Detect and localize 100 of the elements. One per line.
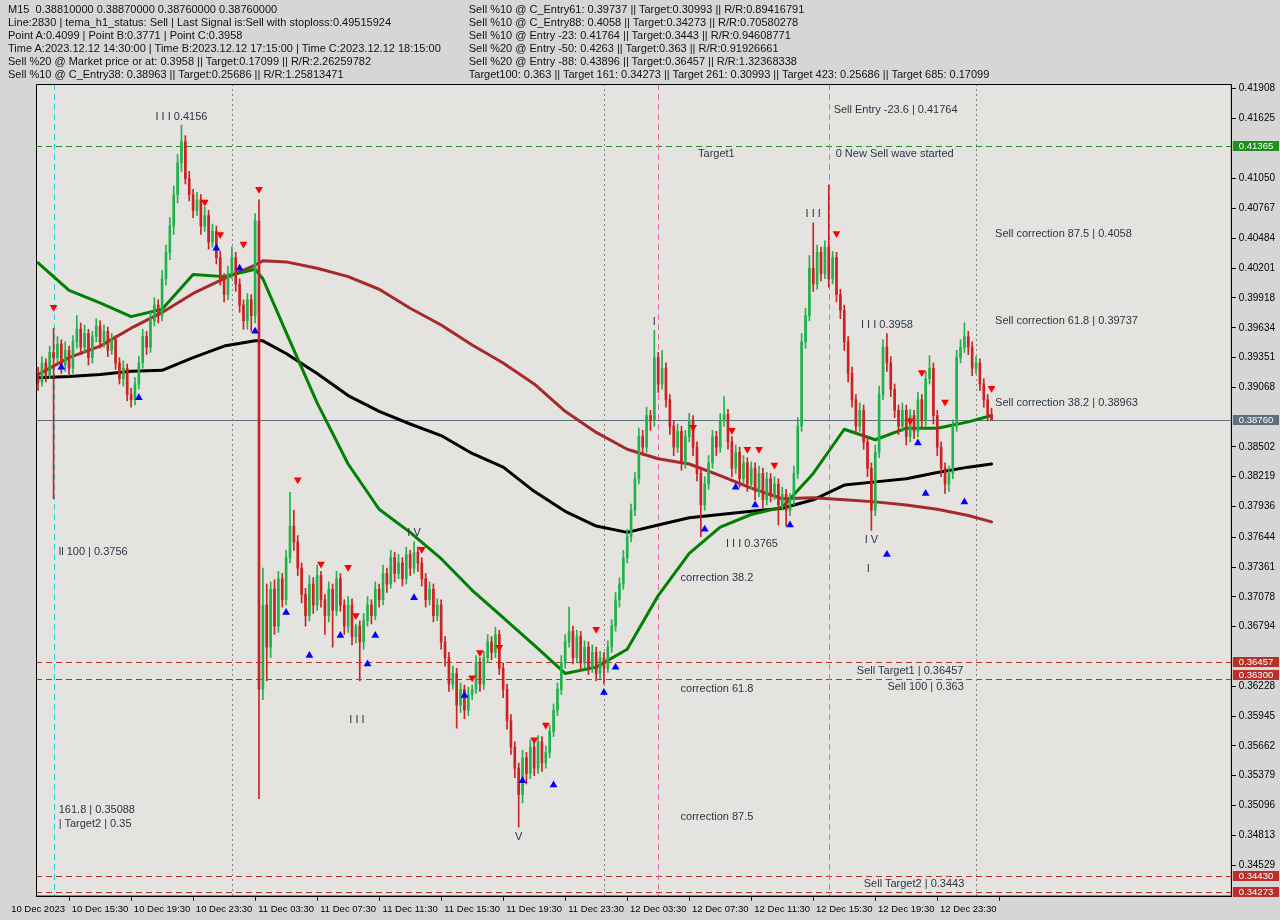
y-tick-label: 0.35096	[1238, 799, 1276, 811]
x-tick-label: 11 Dec 11:30	[382, 902, 438, 914]
y-tick-label: 0.39918	[1238, 291, 1276, 303]
candlestick	[680, 425, 683, 471]
annotation: I I I	[349, 713, 365, 726]
point	[216, 232, 225, 240]
candlestick	[145, 331, 148, 355]
y-tick-label: 0.40484	[1238, 232, 1276, 244]
point	[611, 662, 620, 670]
y-tick-label: 0.37361	[1238, 560, 1276, 572]
x-tick-label: 10 Dec 23:30	[195, 902, 253, 914]
point	[755, 447, 763, 454]
point	[200, 199, 209, 207]
y-tick-label: 0.37078	[1238, 590, 1276, 602]
x-tick-label: 11 Dec 23:30	[568, 902, 625, 914]
candlestick	[269, 581, 272, 658]
x-tick-label: 11 Dec 19:30	[506, 902, 563, 914]
candlestick	[738, 446, 741, 488]
point	[770, 462, 779, 470]
y-tick-label: 0.37936	[1238, 500, 1276, 512]
candlestick	[149, 312, 152, 353]
candlestick	[924, 371, 927, 427]
point	[410, 593, 418, 600]
candlestick	[207, 209, 210, 250]
y-tick-label: 0.39351	[1238, 351, 1276, 363]
annotation: I I I	[805, 207, 821, 220]
x-tick-label: 12 Dec 03:30	[629, 902, 687, 914]
ref-line-label: 0.36457	[1238, 656, 1274, 668]
annotation: I V	[407, 526, 422, 539]
candlestick	[242, 299, 245, 330]
y-tick-label: 0.34529	[1238, 858, 1276, 870]
text: Sell %20 @ Market price or at: 0.3958 || Target:0.17099 || R/R:2.26259782	[8, 55, 372, 68]
candlestick	[711, 429, 714, 469]
annotation: Sell 100 | 0.363	[887, 680, 964, 693]
point	[917, 370, 926, 377]
x-tick-label: 12 Dec 23:30	[940, 902, 997, 914]
point	[921, 488, 930, 496]
point	[495, 644, 504, 652]
text: Sell %20 @ Entry -88: 0.43896 || Target:0.36457 || R/R:1.32368338	[468, 55, 798, 68]
y-tick-label: 0.41625	[1238, 111, 1276, 123]
annotation: correction 87.5	[680, 810, 754, 822]
candlestick	[277, 571, 280, 633]
point	[363, 659, 372, 667]
ref-line-label: 0.41365	[1238, 140, 1274, 152]
candlestick	[901, 402, 904, 432]
candlestick	[308, 575, 311, 622]
point	[960, 497, 969, 505]
point	[239, 241, 248, 249]
x-tick-label: 10 Dec 15:30	[71, 902, 129, 914]
text: M15 0.38810000 0.38870000 0.38760000 0.38760000	[8, 3, 279, 16]
point	[549, 780, 558, 788]
y-tick-label: 0.35662	[1238, 739, 1276, 751]
point	[255, 187, 263, 194]
point	[460, 691, 469, 698]
point	[305, 651, 314, 658]
text: Line:2830 | tema_h1_status: Sell | Last Signal is:Sell with stoploss:0.49515924	[8, 16, 392, 29]
point	[282, 607, 291, 615]
candlestick	[331, 583, 334, 648]
text: Sell %20 @ Entry -50: 0.4263 || Target:0.363 || R/R:0.91926661	[468, 42, 780, 55]
annotation: Sell correction 61.8 | 0.39737	[995, 314, 1138, 327]
candlestick	[591, 644, 594, 673]
point	[344, 564, 353, 572]
annotation: I I I 0.3765	[726, 536, 778, 549]
y-tick-label: 0.35945	[1238, 709, 1276, 721]
point	[592, 626, 601, 634]
y-tick-label: 0.36228	[1238, 680, 1276, 692]
candlestick	[769, 473, 772, 503]
annotation: correction 61.8	[680, 681, 754, 694]
annotation: I	[866, 562, 870, 575]
y-tick-label: 0.36794	[1238, 620, 1276, 632]
x-tick-label: 12 Dec 19:30	[878, 902, 935, 914]
candlestick	[114, 335, 117, 370]
candlestick	[528, 739, 532, 780]
candlestick	[246, 293, 249, 330]
point	[883, 550, 891, 557]
point	[914, 438, 922, 446]
point	[518, 776, 527, 784]
point	[731, 482, 740, 490]
candlestick	[180, 124, 183, 172]
y-tick-label: 0.35379	[1238, 769, 1276, 781]
candlestick	[397, 554, 400, 580]
candlestick	[370, 599, 373, 625]
candlestick	[401, 557, 404, 587]
point	[371, 631, 380, 638]
point	[751, 500, 760, 508]
text: Target100: 0.363 || Target 161: 0.34273 || Target 261: 0.30993 || Target 423: 0.25686 || Target 685: 0.17099	[468, 68, 990, 81]
candlestick	[653, 329, 656, 427]
y-tick-label: 0.41050	[1238, 172, 1276, 184]
y-tick-label: 0.39634	[1238, 321, 1276, 333]
candlestick	[393, 552, 396, 583]
point	[476, 650, 484, 657]
candlestick	[525, 752, 528, 785]
point	[832, 231, 841, 238]
x-tick-label: 11 Dec 07:30	[320, 902, 377, 914]
point	[987, 385, 996, 393]
candlestick	[494, 626, 497, 658]
point	[468, 675, 477, 683]
point	[743, 447, 752, 454]
annotation: | Target2 | 0.35	[58, 817, 132, 830]
x-tick-label: 12 Dec 15:30	[816, 902, 873, 914]
